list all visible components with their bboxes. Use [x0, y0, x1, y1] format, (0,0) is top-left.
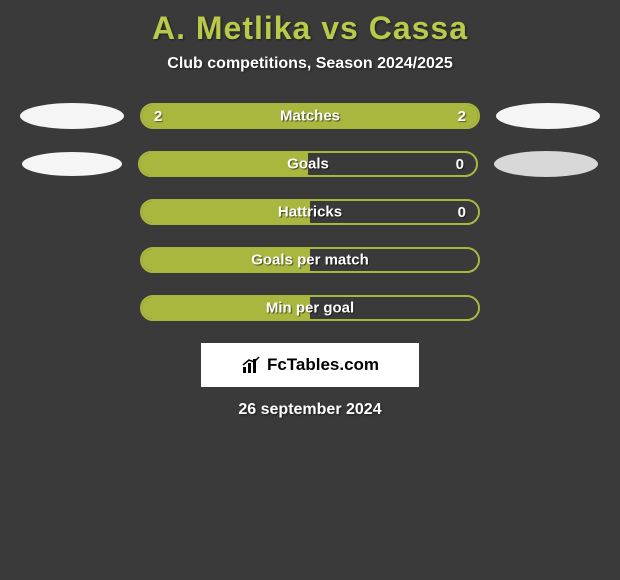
page-title: A. Metlika vs Cassa — [0, 10, 620, 47]
title-vs: vs — [311, 10, 368, 46]
stat-label: Hattricks — [278, 204, 342, 221]
stat-bar: Min per goal — [140, 295, 480, 321]
ellipse-right — [496, 103, 600, 129]
stat-value-right: 2 — [458, 108, 466, 125]
stats-rows: 2 2 Matches 0 Goals 0 Hattricks Goals per match… — [0, 103, 620, 321]
stat-bar-right: 0 — [308, 153, 476, 175]
title-player-b: Cassa — [369, 10, 468, 46]
bar-chart-icon — [241, 355, 261, 375]
stat-label: Goals per match — [251, 252, 369, 269]
stat-label: Matches — [280, 108, 340, 125]
stat-value-right: 0 — [456, 156, 464, 173]
brand-logo-text: FcTables.com — [267, 355, 379, 375]
ellipse-right — [494, 151, 598, 177]
stat-bar: 0 Hattricks — [140, 199, 480, 225]
stat-row: 0 Hattricks — [0, 199, 620, 225]
ellipse-left — [20, 103, 124, 129]
stat-bar: Goals per match — [140, 247, 480, 273]
stat-bar: 2 2 Matches — [140, 103, 480, 129]
stat-label: Min per goal — [266, 300, 354, 317]
stat-bar: 0 Goals — [138, 151, 478, 177]
subtitle: Club competitions, Season 2024/2025 — [0, 55, 620, 73]
title-player-a: A. Metlika — [152, 10, 311, 46]
brand-logo-box[interactable]: FcTables.com — [201, 343, 419, 387]
stat-row: Goals per match — [0, 247, 620, 273]
stat-row: 2 2 Matches — [0, 103, 620, 129]
stat-row: 0 Goals — [0, 151, 620, 177]
brand-logo: FcTables.com — [241, 355, 379, 375]
stat-bar-left — [140, 153, 308, 175]
date-line: 26 september 2024 — [0, 401, 620, 419]
stat-value-left: 2 — [154, 108, 162, 125]
stat-label: Goals — [287, 156, 329, 173]
stat-row: Min per goal — [0, 295, 620, 321]
ellipse-left — [22, 152, 122, 176]
stat-value-right: 0 — [458, 204, 466, 221]
